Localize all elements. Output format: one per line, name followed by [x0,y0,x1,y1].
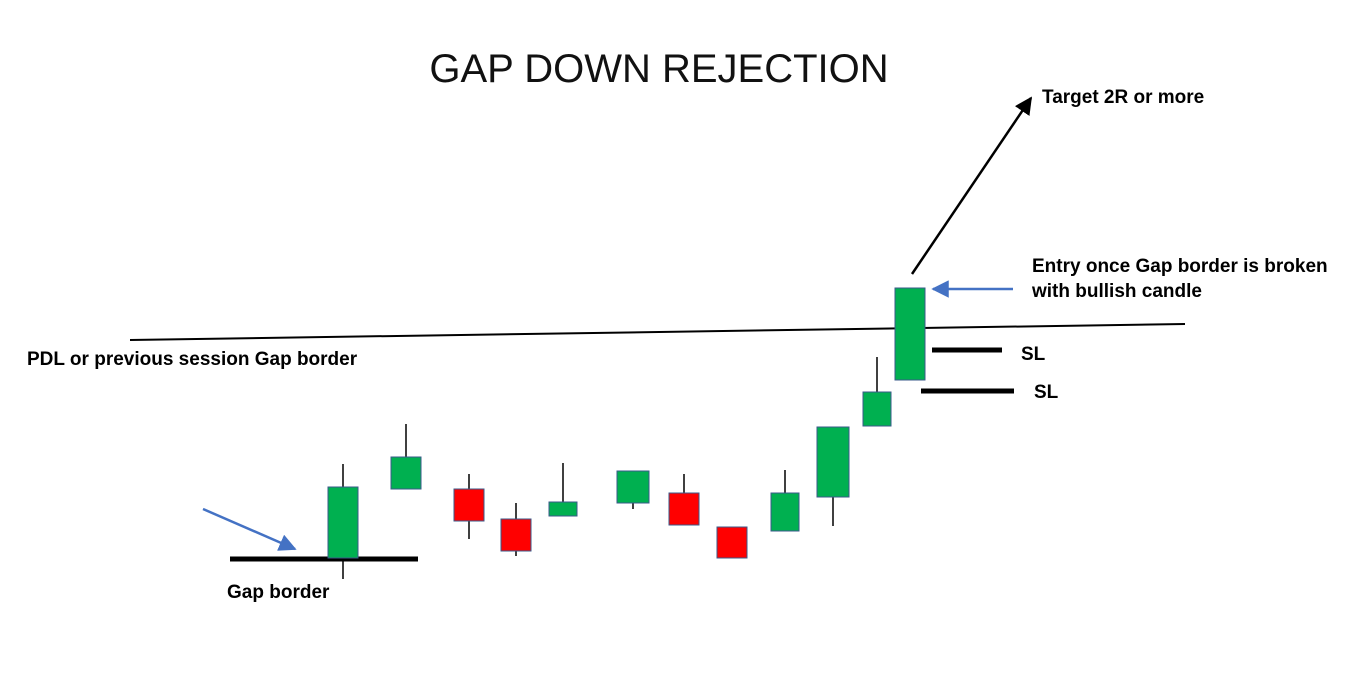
bullish-candle [327,486,359,559]
gap-border-label: Gap border [227,582,330,603]
bullish-candle [862,391,892,427]
bearish-candle [716,526,748,559]
gap-border-arrow [202,507,297,551]
bullish-candle [390,456,422,490]
candlestick-group [327,287,926,579]
sl-upper-label: SL [1021,344,1046,365]
entry-label-line1: Entry once Gap border is broken [1032,256,1328,277]
bullish-candle [616,470,650,504]
bearish-candle [453,488,485,522]
target-arrow [910,96,1033,275]
bullish-candle [770,492,800,532]
pdl-label: PDL or previous session Gap border [27,349,358,370]
target-label: Target 2R or more [1042,87,1204,108]
bullish-candle [894,287,926,381]
bullish-candle [548,501,578,517]
bearish-candle [500,518,532,552]
bullish-candle [816,426,850,498]
pdl-line [129,323,1186,341]
diagram-title: GAP DOWN REJECTION [429,47,888,91]
sl-lower-label: SL [1034,382,1059,403]
bearish-candle [668,492,700,526]
entry-label-line2: with bullish candle [1031,281,1202,302]
